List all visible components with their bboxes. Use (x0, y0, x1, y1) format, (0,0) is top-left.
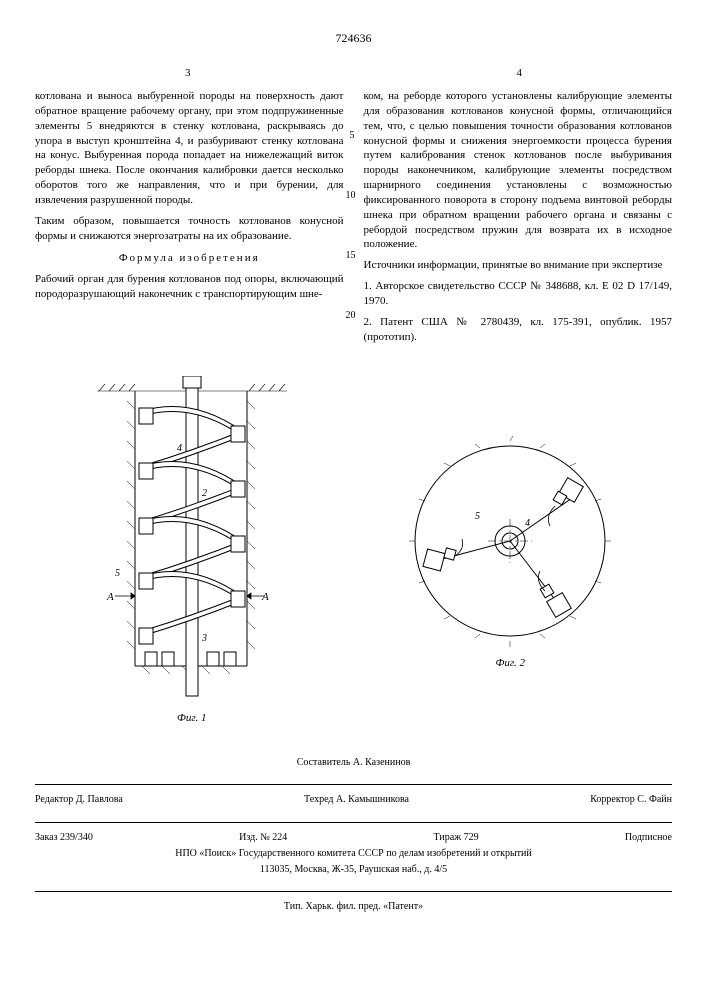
corrector-credit: Корректор С. Файн (590, 793, 672, 807)
issue-number: Изд. № 224 (239, 831, 287, 845)
page-left: 3 (185, 66, 191, 81)
printer-credit: Тип. Харьк. фил. пред. «Патент» (35, 900, 672, 914)
imprint-row-1: Заказ 239/340 Изд. № 224 Тираж 729 Подпи… (35, 831, 672, 845)
fig1-section-a-right: A (261, 591, 269, 603)
page-numbers: 3 4 (35, 66, 672, 81)
line-5: 5 (350, 129, 355, 143)
divider-1 (35, 784, 672, 785)
left-p1: котлована и выноса выбуренной породы на … (35, 89, 344, 208)
text-columns: котлована и выноса выбуренной породы на … (35, 89, 672, 351)
techred-credit: Техред А. Камышникова (304, 793, 409, 807)
figure-1-svg: 4 2 5 3 A A (87, 376, 297, 706)
divider-3 (35, 891, 672, 892)
left-column: котлована и выноса выбуренной породы на … (35, 89, 344, 351)
line-15: 15 (346, 249, 356, 263)
fig2-label: Фиг. 2 (496, 656, 526, 671)
fig1-label-5: 5 (115, 568, 120, 579)
imprint-org: НПО «Поиск» Государственного комитета СС… (35, 847, 672, 876)
fig1-label-2: 2 (202, 488, 207, 499)
order-number: Заказ 239/340 (35, 831, 93, 845)
left-p2: Таким образом, повышается точность котло… (35, 214, 344, 244)
fig1-section-a-left: A (106, 591, 114, 603)
credits-row: Редактор Д. Павлова Техред А. Камышников… (35, 793, 672, 807)
left-p3: Рабочий орган для бурения котлованов под… (35, 272, 344, 302)
fig2-label-4: 4 (525, 518, 530, 529)
page-right: 4 (517, 66, 523, 81)
fig2-label-5: 5 (475, 511, 480, 522)
fig1-label-3: 3 (201, 633, 207, 644)
document-number: 724636 (35, 30, 672, 46)
right-p1: ком, на реборде которого установлены кал… (364, 89, 673, 252)
subscription: Подписное (625, 831, 672, 845)
figure-2-svg: 5 4 (400, 431, 620, 651)
print-run: Тираж 729 (434, 831, 479, 845)
figures-area: 4 2 5 3 A A Фиг. 1 (35, 376, 672, 726)
imprint-line3: 113035, Москва, Ж-35, Раушская наб., д. … (35, 863, 672, 877)
right-p2: Источники информации, принятые во вниман… (364, 258, 673, 273)
figure-2-container: 5 4 Фиг. 2 (400, 431, 620, 671)
imprint-line2: НПО «Поиск» Государственного комитета СС… (35, 847, 672, 861)
fig1-label: Фиг. 1 (177, 711, 207, 726)
right-ref2: 2. Патент США № 2780439, кл. 175-391, оп… (364, 315, 673, 345)
right-column: 5 10 15 20 ком, на реборде которого уста… (364, 89, 673, 351)
editor-credit: Редактор Д. Павлова (35, 793, 123, 807)
formula-title: Формула изобретения (35, 251, 344, 266)
compiler-credit: Составитель А. Казенинов (35, 756, 672, 770)
line-20: 20 (346, 309, 356, 323)
right-ref1: 1. Авторское свидетельство СССР № 348688… (364, 279, 673, 309)
line-10: 10 (346, 189, 356, 203)
divider-2 (35, 822, 672, 823)
figure-1-container: 4 2 5 3 A A Фиг. 1 (87, 376, 297, 726)
fig1-label-4: 4 (177, 443, 182, 454)
